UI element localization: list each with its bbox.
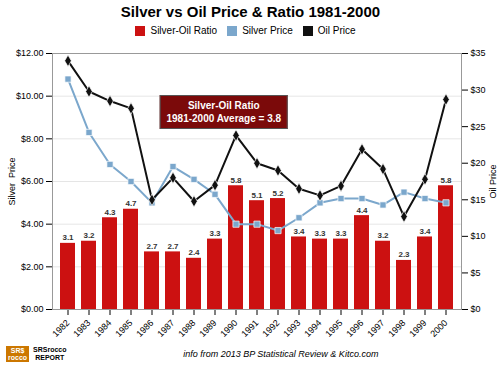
svg-text:3.3: 3.3 (335, 229, 347, 238)
svg-text:4.3: 4.3 (104, 208, 116, 217)
svg-text:1999: 1999 (407, 318, 428, 339)
svg-text:4.4: 4.4 (356, 206, 368, 215)
html-text:Silver-Oil Ratio: Silver-Oil Ratio (150, 25, 218, 36)
svg-text:5.2: 5.2 (272, 189, 284, 198)
svg-text:2.3: 2.3 (398, 250, 410, 259)
svg-text:1993: 1993 (281, 318, 302, 339)
svg-text:$15: $15 (471, 195, 486, 205)
svg-text:$35: $35 (471, 48, 486, 58)
html-text:info from 2013 BP Statistical: info from 2013 BP Statistical Review & K… (183, 349, 379, 359)
html-text:Oil Price: Oil Price (317, 25, 356, 36)
svg-text:$25: $25 (471, 122, 486, 132)
svg-text:3.1: 3.1 (62, 233, 74, 242)
svg-text:1995: 1995 (323, 318, 344, 339)
html-text:Silver-Oil Ratio 1981-2000 Ave: Silver-Oil Ratio 1981-2000 Average = 3.8 (166, 99, 282, 124)
svg-text:1982: 1982 (50, 318, 71, 339)
svg-text:$10: $10 (471, 231, 486, 241)
svg-text:1987: 1987 (155, 318, 176, 339)
svg-text:2000: 2000 (428, 318, 449, 339)
html-text:SRSrocco: SRSrocco (33, 346, 67, 353)
svg-text:5.8: 5.8 (440, 176, 452, 185)
svg-text:2.7: 2.7 (167, 242, 179, 251)
svg-text:3.3: 3.3 (209, 229, 221, 238)
svg-text:1988: 1988 (176, 318, 197, 339)
svg-text:1985: 1985 (113, 318, 134, 339)
svg-text:$0: $0 (471, 304, 481, 314)
svg-text:1986: 1986 (134, 318, 155, 339)
html-text:rocco: rocco (8, 354, 28, 361)
svg-text:3.4: 3.4 (293, 227, 305, 236)
svg-text:$8.00: $8.00 (21, 134, 44, 144)
svg-text:5.1: 5.1 (251, 191, 263, 200)
svg-text:1994: 1994 (302, 318, 323, 339)
html-text:REPORT: REPORT (35, 354, 65, 361)
svg-text:5.8: 5.8 (230, 176, 242, 185)
svg-text:3.4: 3.4 (419, 227, 431, 236)
svg-text:1992: 1992 (260, 318, 281, 339)
svg-text:2.4: 2.4 (188, 248, 200, 257)
svg-text:3.2: 3.2 (83, 231, 95, 240)
svg-text:1996: 1996 (344, 318, 365, 339)
svg-text:1984: 1984 (92, 318, 113, 339)
svg-text:1989: 1989 (197, 318, 218, 339)
svg-text:$12.00: $12.00 (16, 48, 44, 58)
svg-text:$20: $20 (471, 158, 486, 168)
svg-text:$30: $30 (471, 85, 486, 95)
svg-text:Silver Price: Silver Price (7, 157, 17, 205)
svg-text:$0.00: $0.00 (21, 304, 44, 314)
svg-text:1998: 1998 (386, 318, 407, 339)
html-text:SR$: SR$ (10, 347, 25, 354)
svg-text:1983: 1983 (71, 318, 92, 339)
svg-text:1991: 1991 (239, 318, 260, 339)
svg-text:$4.00: $4.00 (21, 219, 44, 229)
svg-text:Oil Price: Oil Price (488, 164, 498, 198)
svg-text:$2.00: $2.00 (21, 262, 44, 272)
svg-text:3.2: 3.2 (377, 231, 389, 240)
svg-text:$5: $5 (471, 268, 481, 278)
svg-text:3.3: 3.3 (314, 229, 326, 238)
html-text:Silver vs Oil Price & Ratio 19: Silver vs Oil Price & Ratio 1981-2000 (120, 3, 381, 20)
html-text:Silver Price: Silver Price (242, 25, 293, 36)
svg-text:1990: 1990 (218, 318, 239, 339)
svg-text:$10.00: $10.00 (16, 91, 44, 101)
svg-text:$6.00: $6.00 (21, 176, 44, 186)
svg-text:2.7: 2.7 (146, 242, 158, 251)
svg-text:1997: 1997 (365, 318, 386, 339)
svg-text:4.7: 4.7 (125, 199, 137, 208)
